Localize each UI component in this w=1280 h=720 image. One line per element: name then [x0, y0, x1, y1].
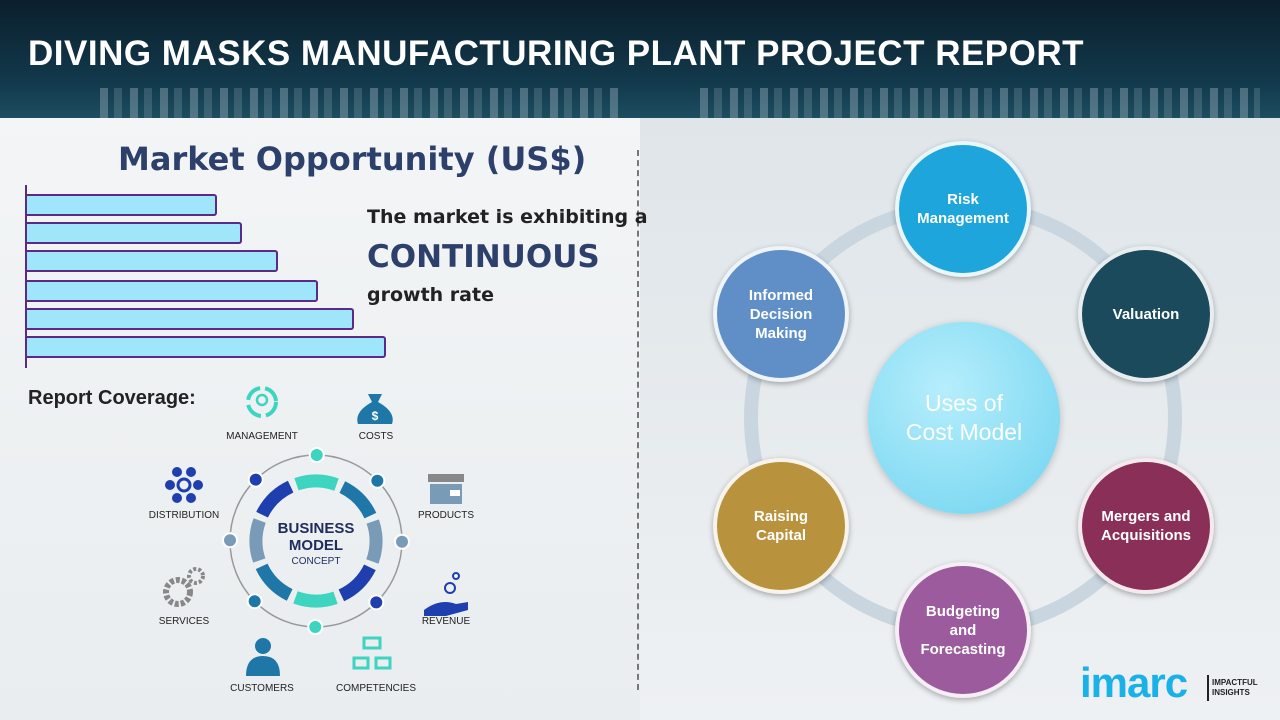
model-node-dot: [369, 472, 386, 489]
market-text-1: The market is exhibiting a: [367, 206, 648, 228]
logo-divider: [1207, 675, 1209, 701]
bar-axis: [25, 185, 27, 368]
growth-bar: [27, 250, 279, 272]
market-text-3: growth rate: [367, 284, 494, 306]
label-services: SERVICES: [158, 616, 210, 627]
model-node-dot: [308, 447, 325, 464]
model-node-dot: [307, 618, 324, 635]
label-distribution: DISTRIBUTION: [148, 510, 220, 521]
growth-bar: [27, 222, 243, 244]
model-node-dot: [222, 532, 239, 549]
growth-bar: [27, 308, 354, 330]
label-products: PRODUCTS: [417, 510, 475, 521]
skyline-decoration: [100, 88, 620, 118]
center-business: BUSINESS: [278, 520, 355, 537]
model-arc-segment: [339, 481, 377, 519]
use-node: Risk Management: [895, 141, 1031, 277]
lightbulb-cycle-icon: [246, 386, 278, 418]
market-opportunity-title: Market Opportunity (US$): [118, 140, 587, 178]
business-model-diagram: $ BUSINESS MODEL CONCEPT: [163, 386, 468, 676]
header-banner: DIVING MASKS MANUFACTURING PLANT PROJECT…: [0, 0, 1280, 118]
divider: [637, 150, 639, 690]
use-node: Informed Decision Making: [713, 246, 849, 382]
model-arc-segment: [293, 591, 338, 608]
model-node-dot: [246, 593, 263, 610]
growth-bar: [27, 194, 218, 216]
center-concept: CONCEPT: [292, 556, 341, 567]
model-arc-segment: [255, 563, 293, 601]
model-node-dot: [247, 471, 264, 488]
use-node: Valuation: [1078, 246, 1214, 382]
network-icon: [165, 467, 203, 503]
logo-tagline: IMPACTFUL INSIGHTS: [1212, 678, 1258, 697]
uses-center: Uses of Cost Model: [868, 322, 1060, 514]
model-arc-segment: [366, 519, 383, 564]
model-arc-segment: [249, 518, 266, 563]
label-customers: CUSTOMERS: [230, 683, 294, 694]
model-arc-segment: [256, 480, 294, 518]
label-management: MANAGEMENT: [226, 431, 298, 442]
label-competencies: COMPETENCIES: [335, 683, 417, 694]
gears-icon: [163, 567, 205, 607]
growth-bar: [27, 336, 386, 358]
report-coverage-title: Report Coverage:: [28, 387, 196, 409]
model-arc-segment: [294, 474, 339, 491]
imarc-logo: imarc: [1080, 659, 1188, 706]
hand-coins-icon: [424, 572, 468, 616]
growth-bar: [27, 280, 318, 302]
market-text-continuous: CONTINUOUS: [367, 239, 600, 275]
money-bag-icon: $: [357, 394, 393, 424]
skyline-decoration: [700, 88, 1260, 118]
svg-text:$: $: [372, 409, 379, 423]
use-node: Mergers and Acquisitions: [1078, 458, 1214, 594]
use-node: Budgeting and Forecasting: [895, 562, 1031, 698]
label-revenue: REVENUE: [421, 616, 471, 627]
model-node-dot: [393, 533, 410, 550]
center-model: MODEL: [289, 537, 343, 554]
use-node: Raising Capital: [713, 458, 849, 594]
label-costs: COSTS: [358, 431, 394, 442]
model-arc-segment: [338, 564, 376, 602]
page-title: DIVING MASKS MANUFACTURING PLANT PROJECT…: [28, 34, 1085, 73]
org-chart-icon: [352, 636, 392, 670]
model-node-dot: [368, 594, 385, 611]
left-panel: [0, 118, 640, 720]
person-icon: [246, 638, 280, 676]
box-icon: [428, 474, 464, 504]
